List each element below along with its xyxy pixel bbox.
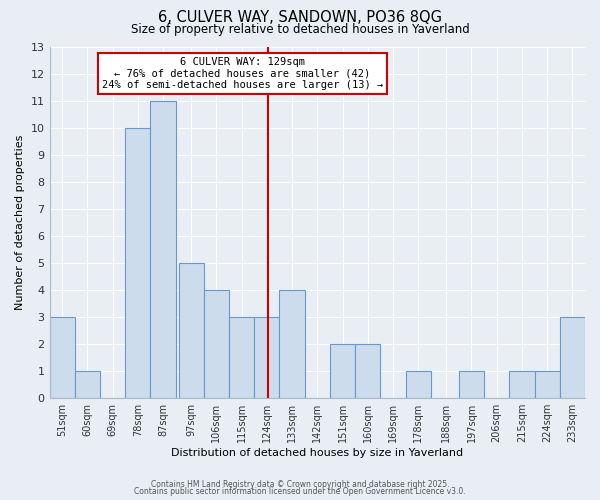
Bar	[406, 370, 431, 398]
Bar	[560, 316, 585, 398]
Bar	[535, 370, 560, 398]
Text: Contains public sector information licensed under the Open Government Licence v3: Contains public sector information licen…	[134, 488, 466, 496]
Bar	[459, 370, 484, 398]
Text: Size of property relative to detached houses in Yaverland: Size of property relative to detached ho…	[131, 22, 469, 36]
Bar	[75, 370, 100, 398]
Y-axis label: Number of detached properties: Number of detached properties	[15, 134, 25, 310]
Text: Contains HM Land Registry data © Crown copyright and database right 2025.: Contains HM Land Registry data © Crown c…	[151, 480, 449, 489]
Bar	[204, 290, 229, 398]
Bar	[509, 370, 535, 398]
X-axis label: Distribution of detached houses by size in Yaverland: Distribution of detached houses by size …	[171, 448, 463, 458]
Bar	[254, 316, 280, 398]
Bar	[50, 316, 75, 398]
Bar	[229, 316, 254, 398]
Bar	[151, 100, 176, 398]
Bar	[330, 344, 355, 398]
Bar	[179, 262, 204, 398]
Text: 6 CULVER WAY: 129sqm
← 76% of detached houses are smaller (42)
24% of semi-detac: 6 CULVER WAY: 129sqm ← 76% of detached h…	[101, 57, 383, 90]
Bar	[280, 290, 305, 398]
Bar	[355, 344, 380, 398]
Text: 6, CULVER WAY, SANDOWN, PO36 8QG: 6, CULVER WAY, SANDOWN, PO36 8QG	[158, 10, 442, 25]
Bar	[125, 128, 151, 398]
